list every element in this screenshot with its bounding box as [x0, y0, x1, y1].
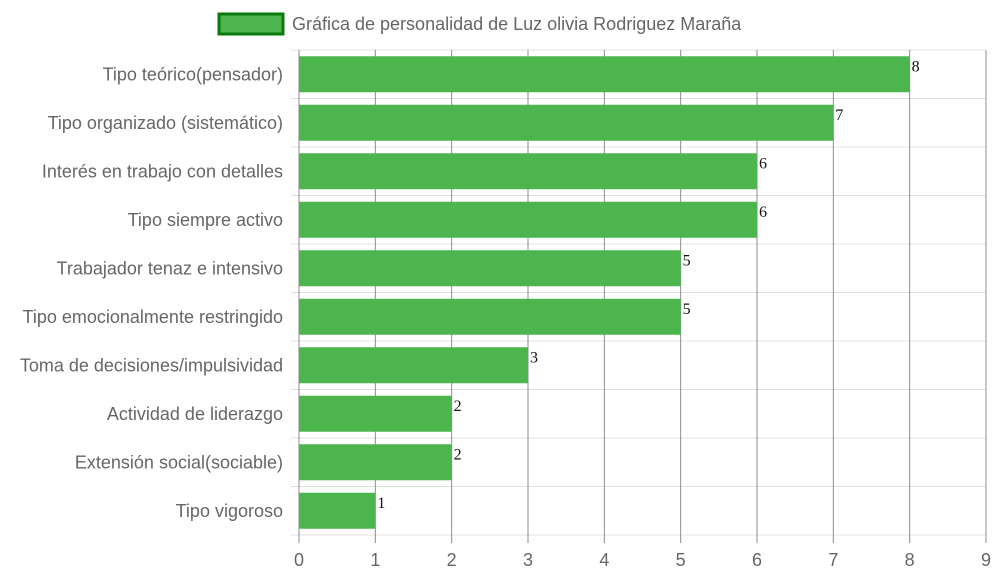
legend-swatch: [217, 12, 285, 36]
category-label: Tipo organizado (sistemático): [48, 113, 283, 133]
bar: [299, 104, 834, 141]
x-tick-label: 1: [370, 550, 380, 570]
bar: [299, 56, 910, 93]
value-label: 1: [377, 495, 385, 512]
category-label: Tipo vigoroso: [176, 501, 283, 521]
category-label: Trabajador tenaz e intensivo: [57, 258, 283, 278]
x-tick-label: 6: [752, 550, 762, 570]
data-labels: 8 7 6 6 5 5 3 2 2 1: [377, 58, 919, 512]
value-label: 6: [759, 204, 767, 221]
value-label: 5: [683, 301, 691, 318]
bar: [299, 153, 757, 190]
category-label: Extensión social(sociable): [75, 452, 283, 472]
value-label: 7: [835, 107, 843, 124]
value-label: 6: [759, 155, 767, 172]
category-label: Actividad de liderazgo: [107, 404, 283, 424]
x-tick-label: 7: [828, 550, 838, 570]
x-tick-label: 0: [294, 550, 304, 570]
bar: [299, 298, 681, 335]
value-label: 8: [912, 58, 920, 75]
x-tick-label: 3: [523, 550, 533, 570]
y-axis-labels: Tipo teórico(pensador) Tipo organizado (s…: [20, 64, 283, 521]
bar: [299, 201, 757, 238]
bar: [299, 492, 376, 529]
category-label: Tipo emocionalmente restringido: [23, 307, 283, 327]
x-tick-label: 9: [981, 550, 991, 570]
bar: [299, 250, 681, 287]
bar: [299, 395, 452, 432]
value-label: 5: [683, 252, 691, 269]
bar-series: [299, 56, 910, 529]
value-label: 3: [530, 349, 538, 366]
legend-label: Gráfica de personalidad de Luz olivia Ro…: [292, 14, 742, 34]
x-axis-ticks: 0 1 2 3 4 5 6 7 8 9: [294, 550, 991, 570]
x-tick-label: 2: [447, 550, 457, 570]
chart-legend[interactable]: Gráfica de personalidad de Luz olivia Ro…: [217, 12, 742, 36]
category-label: Tipo siempre activo: [128, 210, 283, 230]
category-label: Toma de decisiones/impulsividad: [20, 355, 283, 375]
category-label: Interés en trabajo con detalles: [42, 161, 283, 181]
x-tick-label: 5: [676, 550, 686, 570]
value-label: 2: [454, 446, 462, 463]
value-label: 2: [454, 398, 462, 415]
x-tick-label: 8: [905, 550, 915, 570]
category-label: Tipo teórico(pensador): [103, 64, 283, 84]
x-tick-label: 4: [599, 550, 609, 570]
bar: [299, 444, 452, 481]
bar: [299, 347, 528, 384]
